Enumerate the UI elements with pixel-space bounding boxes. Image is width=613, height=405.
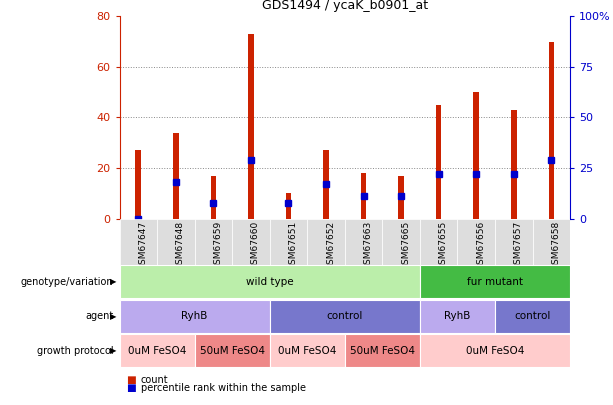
Text: fur mutant: fur mutant — [467, 277, 523, 287]
Text: ▶: ▶ — [110, 346, 116, 355]
Text: ▶: ▶ — [110, 277, 116, 286]
Bar — [420, 219, 457, 265]
Text: 50uM FeSO4: 50uM FeSO4 — [200, 346, 265, 356]
Text: 50uM FeSO4: 50uM FeSO4 — [350, 346, 415, 356]
Text: GSM67648: GSM67648 — [176, 221, 185, 270]
Text: control: control — [514, 311, 550, 321]
Bar — [495, 219, 533, 265]
Text: percentile rank within the sample: percentile rank within the sample — [141, 384, 306, 393]
Bar — [248, 34, 254, 219]
Bar — [135, 150, 141, 219]
Text: GSM67651: GSM67651 — [289, 221, 297, 270]
Bar — [473, 92, 479, 219]
Bar — [211, 176, 216, 219]
Text: genotype/variation: genotype/variation — [21, 277, 113, 287]
Bar — [549, 42, 554, 219]
Text: ■: ■ — [126, 384, 135, 393]
Bar — [361, 173, 367, 219]
Text: RyhB: RyhB — [181, 311, 208, 321]
Text: GSM67657: GSM67657 — [514, 221, 523, 270]
Bar — [495, 300, 570, 333]
Text: wild type: wild type — [246, 277, 294, 287]
Text: GSM67658: GSM67658 — [551, 221, 560, 270]
Bar — [270, 219, 307, 265]
Bar — [270, 300, 420, 333]
Text: GSM67660: GSM67660 — [251, 221, 260, 270]
Bar — [533, 219, 570, 265]
Bar — [511, 110, 517, 219]
Bar — [173, 133, 178, 219]
Text: 0uM FeSO4: 0uM FeSO4 — [128, 346, 186, 356]
Bar — [345, 334, 420, 367]
Text: GSM67656: GSM67656 — [476, 221, 485, 270]
Bar — [286, 194, 291, 219]
Text: agent: agent — [85, 311, 113, 321]
Text: control: control — [327, 311, 363, 321]
Text: RyhB: RyhB — [444, 311, 471, 321]
Bar — [323, 150, 329, 219]
Text: 0uM FeSO4: 0uM FeSO4 — [466, 346, 524, 356]
Bar — [345, 219, 383, 265]
Text: GSM67665: GSM67665 — [401, 221, 410, 270]
Bar — [457, 219, 495, 265]
Bar — [120, 334, 195, 367]
Bar — [383, 219, 420, 265]
Bar — [195, 334, 270, 367]
Title: GDS1494 / ycaK_b0901_at: GDS1494 / ycaK_b0901_at — [262, 0, 428, 12]
Text: GSM67659: GSM67659 — [213, 221, 223, 270]
Bar — [270, 334, 345, 367]
Bar — [232, 219, 270, 265]
Bar — [398, 176, 404, 219]
Bar — [307, 219, 345, 265]
Text: GSM67647: GSM67647 — [139, 221, 147, 270]
Text: GSM67655: GSM67655 — [439, 221, 447, 270]
Bar — [120, 300, 270, 333]
Bar — [120, 219, 157, 265]
Text: GSM67663: GSM67663 — [364, 221, 373, 270]
Text: count: count — [141, 375, 169, 385]
Bar — [195, 219, 232, 265]
Text: ■: ■ — [126, 375, 135, 385]
Text: growth protocol: growth protocol — [37, 346, 113, 356]
Bar — [120, 265, 420, 298]
Text: ▶: ▶ — [110, 312, 116, 321]
Text: GSM67652: GSM67652 — [326, 221, 335, 270]
Bar — [436, 105, 441, 219]
Bar — [157, 219, 195, 265]
Bar — [420, 300, 495, 333]
Bar — [420, 265, 570, 298]
Text: 0uM FeSO4: 0uM FeSO4 — [278, 346, 337, 356]
Bar — [420, 334, 570, 367]
